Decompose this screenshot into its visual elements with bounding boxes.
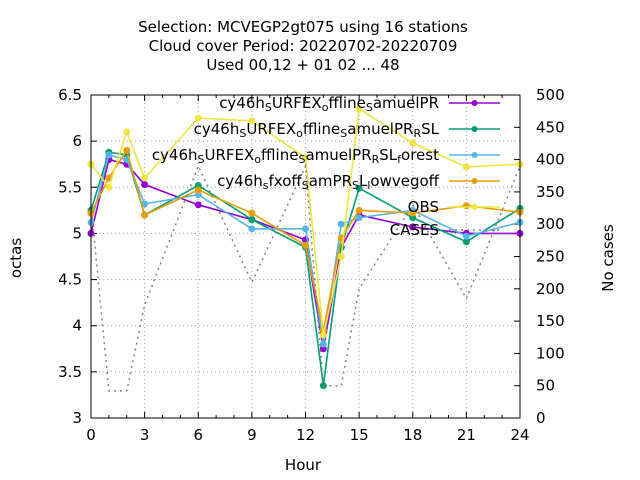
chart-title-line-1: Selection: MCVEGP2gt075 using 16 station… <box>138 18 468 36</box>
series-point-3 <box>248 209 256 217</box>
y2-tick-label: 350 <box>536 183 565 201</box>
x-tick-label: 24 <box>510 426 529 444</box>
y2-tick-label: 450 <box>536 118 565 136</box>
x-axis-label: Hour <box>285 456 322 474</box>
y-tick-label: 5.5 <box>58 178 82 196</box>
y2-tick-label: 0 <box>536 409 546 427</box>
grid-lines <box>91 95 520 418</box>
y2-tick-label: 500 <box>536 86 565 104</box>
series-group <box>87 105 524 392</box>
series-point-3 <box>123 146 131 154</box>
series-point-4 <box>105 183 113 191</box>
series-point-3 <box>194 186 202 194</box>
series-point-4 <box>319 331 327 339</box>
legend: cy46hSURFEXofflineSamuelPR cy46hSURFEXoff… <box>152 94 500 239</box>
series-point-4 <box>302 154 309 162</box>
y-tick-label: 6.5 <box>58 86 82 104</box>
legend-label-0: cy46hSURFEXofflineSamuelPR <box>219 94 439 114</box>
series-point-0 <box>141 181 149 189</box>
x-tick-label: 15 <box>350 426 369 444</box>
y-tick-label: 4 <box>72 317 82 335</box>
series-point-4 <box>337 253 345 260</box>
axis-ticks: 0 3 6 9 12 15 18 21 2433.544.555.566.50501001502… <box>58 86 565 444</box>
series-line-5 <box>90 163 521 392</box>
x-tick-label: 21 <box>457 426 476 444</box>
y2-tick-label: 250 <box>536 248 565 266</box>
x-tick-label: 18 <box>403 426 422 444</box>
legend-label-1: cy46hSURFEXofflineSamuelPRRSL <box>194 120 440 140</box>
legend-label-5: CASES <box>390 221 439 239</box>
y2-tick-label: 400 <box>536 151 565 169</box>
x-tick-label: 6 <box>193 426 203 444</box>
y-tick-label: 4.5 <box>58 271 82 289</box>
series-point-1 <box>319 382 327 390</box>
series-point-2 <box>105 151 113 159</box>
series-point-0 <box>194 201 202 209</box>
x-tick-label: 3 <box>140 426 150 444</box>
series-point-2 <box>302 225 309 233</box>
x-tick-label: 0 <box>86 426 96 444</box>
series-point-4 <box>409 139 417 147</box>
series-point-2 <box>462 232 470 240</box>
legend-marker-1 <box>471 126 478 132</box>
y-tick-label: 3.5 <box>58 363 82 381</box>
series-point-2 <box>337 220 345 228</box>
plot-border <box>90 94 521 419</box>
legend-marker-4 <box>471 204 478 210</box>
series-point-4 <box>141 174 149 182</box>
series-point-2 <box>355 214 363 222</box>
series-point-3 <box>355 206 363 214</box>
y2-tick-label: 200 <box>536 280 565 298</box>
legend-marker-2 <box>471 152 478 158</box>
series-point-4 <box>194 114 202 122</box>
y-tick-label: 5 <box>72 224 82 242</box>
y-tick-label: 6 <box>72 132 82 150</box>
x-tick-label: 12 <box>296 426 315 444</box>
y2-tick-label: 100 <box>536 344 565 362</box>
legend-marker-0 <box>471 100 478 106</box>
y-axis-label: octas <box>7 238 25 278</box>
legend-marker-3 <box>471 178 478 184</box>
chart-title-line-3: Used 00,12 + 01 02 ... 48 <box>206 56 399 74</box>
series-point-4 <box>355 105 363 113</box>
series-point-3 <box>141 211 149 219</box>
series-point-0 <box>409 223 417 231</box>
y-tick-label: 3 <box>72 409 82 427</box>
legend-label-4: OBS <box>408 198 439 216</box>
series-point-4 <box>462 163 470 171</box>
series-line-4 <box>90 107 521 336</box>
series-point-1 <box>248 216 256 224</box>
series-point-3 <box>302 241 309 249</box>
y2-tick-label: 150 <box>536 312 565 330</box>
y2-tick-label: 50 <box>536 377 555 395</box>
series-point-2 <box>319 340 327 348</box>
y2-tick-label: 300 <box>536 215 565 233</box>
chart-title-line-2: Cloud cover Period: 20220702-20220709 <box>149 37 458 55</box>
series-point-1 <box>355 184 363 192</box>
series-point-2 <box>248 225 256 233</box>
legend-label-2: cy46hSURFEXofflineSamuelPRRSLforest <box>152 146 439 166</box>
y2-axis-label: No cases <box>599 224 617 292</box>
series-point-4 <box>123 128 131 136</box>
series-point-4 <box>248 117 256 125</box>
x-tick-label: 9 <box>247 426 257 444</box>
series-point-3 <box>409 209 417 217</box>
series-point-3 <box>462 202 470 210</box>
legend-label-3: cy46hsfxoffSamPRSLlowvegoff <box>217 172 440 192</box>
